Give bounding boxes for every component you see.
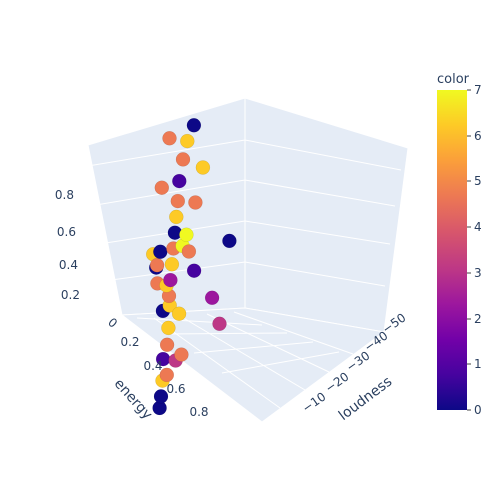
colorbar-tick-7: 7 [474, 83, 482, 97]
colorbar-ticks [467, 89, 471, 411]
z-tick-0: 0.2 [61, 288, 80, 302]
data-point [171, 306, 187, 321]
x-tick-2: 0.4 [143, 359, 162, 373]
data-point [163, 272, 178, 288]
floor-xy [120, 307, 386, 423]
data-point [204, 290, 220, 306]
data-point [186, 118, 202, 133]
x-tick-0: 0 [105, 315, 120, 331]
z-tick-3: 0.8 [55, 188, 74, 202]
colorbar-title: color [437, 72, 470, 87]
data-point [154, 180, 170, 195]
side-wall-yz [244, 97, 409, 333]
x-tick-4: 0.8 [189, 405, 208, 419]
data-point [174, 347, 189, 362]
data-point [172, 173, 187, 189]
data-point [195, 160, 211, 175]
x-tick-3: 0.6 [166, 382, 185, 396]
colorbar-tick-1: 1 [474, 357, 482, 371]
data-point [159, 367, 175, 383]
data-point [164, 257, 180, 272]
data-point [161, 320, 176, 336]
data-point [179, 227, 194, 242]
data-point [162, 131, 177, 146]
data-point [169, 209, 184, 225]
x-axis-title: energy [111, 376, 156, 423]
z-tick-2: 0.6 [57, 225, 76, 239]
data-point [181, 244, 197, 259]
data-point [159, 337, 175, 353]
data-point [153, 244, 168, 260]
y-tick-0: −10 [300, 389, 329, 415]
colorbar-tick-3: 3 [474, 266, 482, 280]
grid-lines [87, 139, 402, 409]
z-tick-1: 0.4 [59, 258, 78, 272]
x-tick-1: 0.2 [120, 335, 139, 349]
colorbar-tick-0: 0 [474, 403, 482, 417]
colorbar-tick-6: 6 [474, 129, 482, 143]
data-point [188, 195, 203, 210]
colorbar-tick-2: 2 [474, 312, 482, 326]
data-point [222, 233, 237, 249]
colorbar-tick-5: 5 [474, 174, 482, 188]
data-point [212, 316, 227, 332]
data-point [186, 263, 202, 278]
data-point [153, 389, 169, 404]
data-point [175, 152, 191, 167]
data-point [180, 133, 195, 149]
data-point [149, 257, 165, 273]
colorbar-tick-4: 4 [474, 220, 482, 234]
colorbar [437, 90, 467, 410]
data-points [145, 118, 237, 416]
data-point [170, 193, 186, 209]
